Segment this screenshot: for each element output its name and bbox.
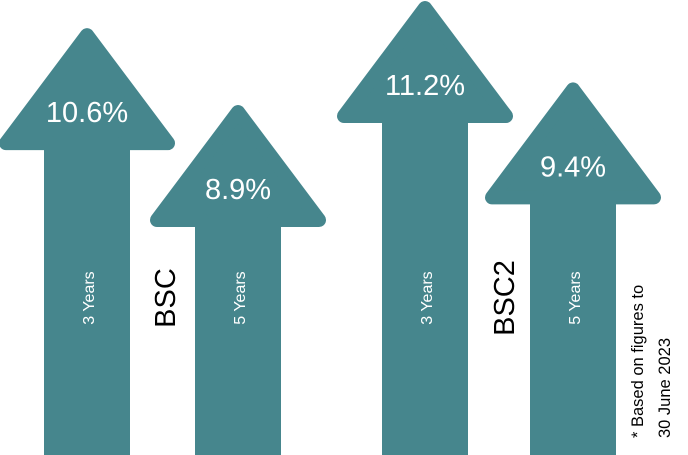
footnote-line-2: 30 June 2023	[656, 338, 674, 438]
period-label: 3 Years	[81, 271, 98, 324]
group-label-bsc2: BSC2	[489, 260, 521, 336]
value-label: 11.2%	[385, 70, 465, 102]
period-label: 3 Years	[419, 271, 436, 324]
period-label: 5 Years	[567, 271, 584, 324]
labels-layer: 10.6% 3 Years 8.9% 5 Years BSC 11.2% 3 Years 9.…	[46, 70, 674, 438]
group-label-bsc: BSC	[150, 268, 182, 328]
value-label: 10.6%	[46, 97, 128, 129]
arrow-bsc2-5-years	[485, 82, 661, 455]
arrow-bsc2-3-years	[337, 1, 513, 455]
footnote-line-1: * Based on figures to	[629, 285, 647, 438]
period-label: 5 Years	[232, 271, 249, 324]
arrow-bsc-5-years	[150, 105, 326, 455]
arrows-layer	[0, 1, 661, 455]
value-label: 8.9%	[205, 174, 271, 206]
arrow-bsc-3-years	[0, 28, 175, 455]
value-label: 9.4%	[540, 151, 606, 183]
